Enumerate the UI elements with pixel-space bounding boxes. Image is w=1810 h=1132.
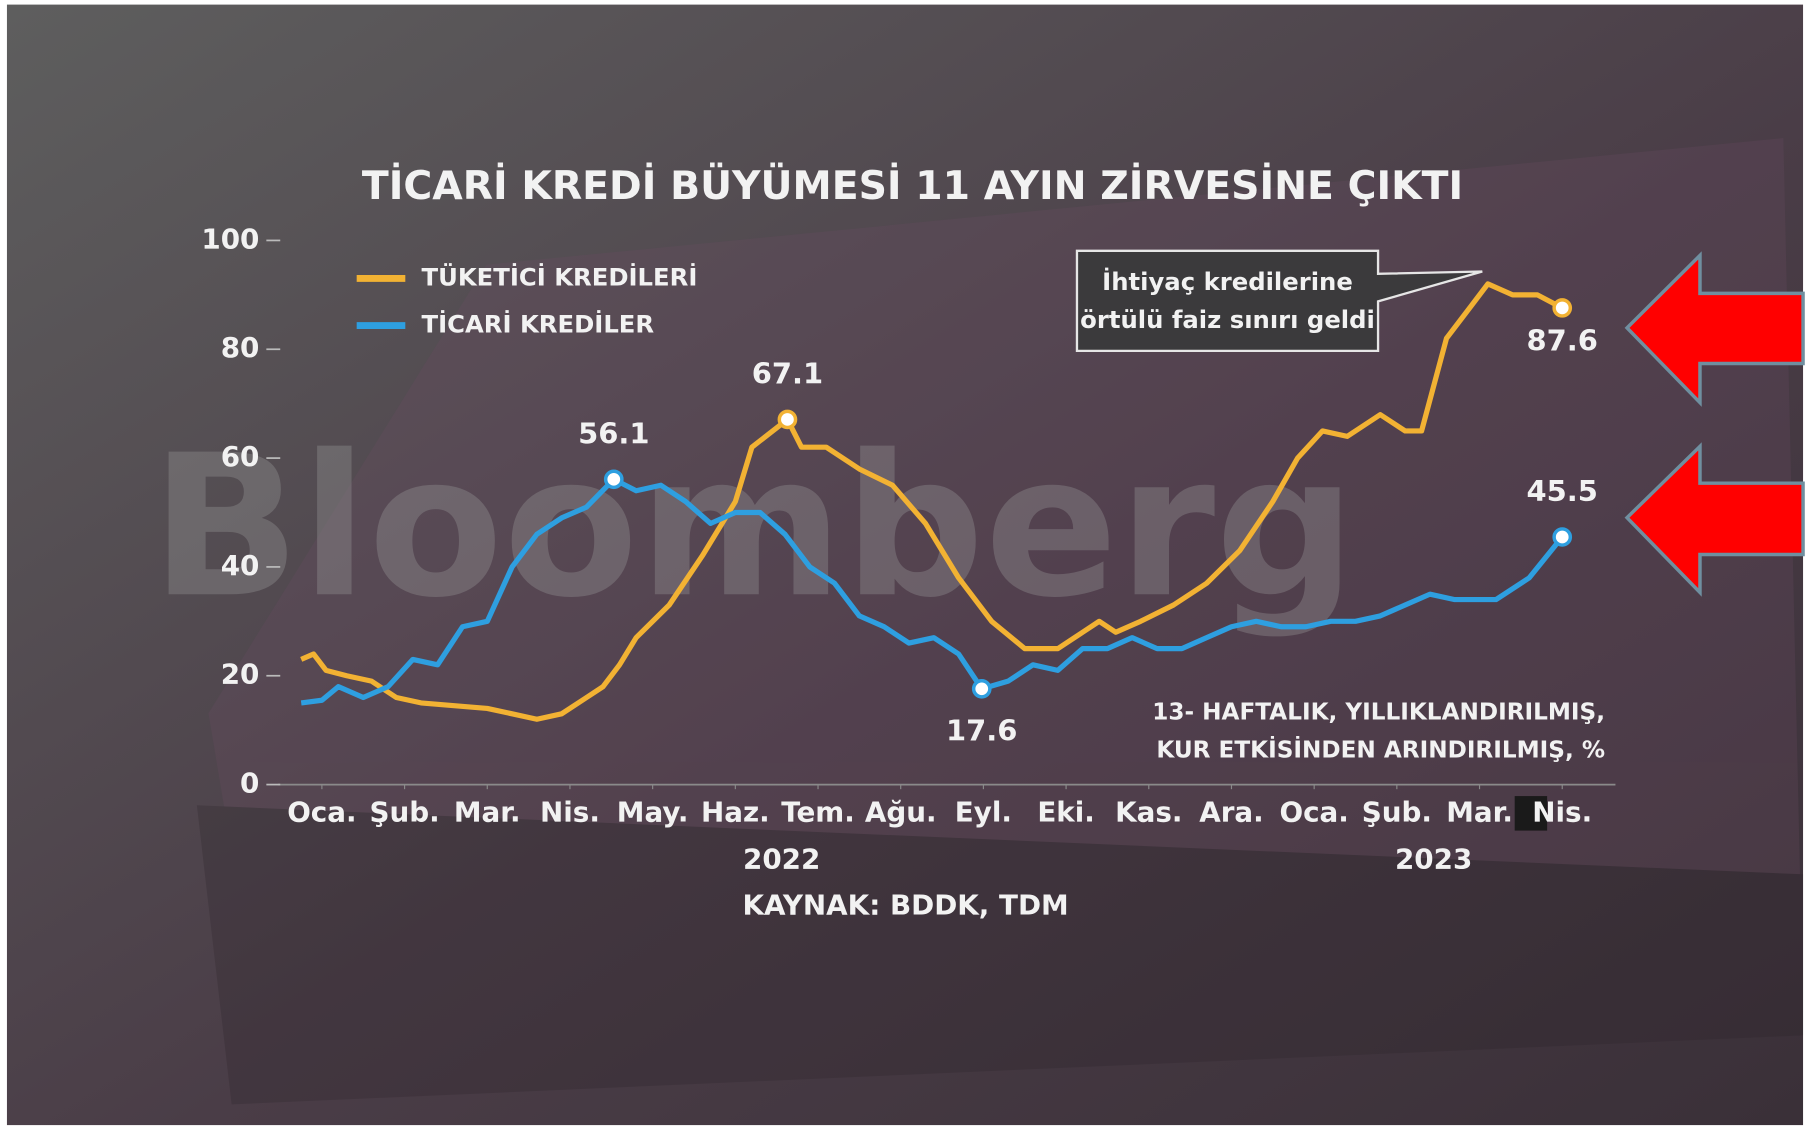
red-arrow: [1624, 251, 1805, 407]
x-tick-label: Oca.: [1279, 795, 1348, 828]
series-line: [300, 476, 1565, 706]
subtitle: 13- HAFTALIK, YILLIKLANDIRILMIŞ,: [1152, 700, 1605, 726]
x-tick-label: Eyl.: [955, 795, 1012, 828]
x-tick-label: Nis.: [1532, 795, 1592, 828]
background: [6, 4, 1804, 1126]
x-tick-label: Mar.: [454, 795, 521, 828]
y-tick-label: 20: [221, 658, 260, 691]
red-arrow: [1624, 442, 1805, 597]
x-tick-label: Eki.: [1037, 795, 1095, 828]
callout-text: örtülü faiz sınırı geldi: [1080, 306, 1375, 334]
data-label: 87.6: [1527, 323, 1598, 357]
source: KAYNAK: BDDK, TDM: [742, 889, 1068, 922]
year-label: 2022: [743, 843, 820, 876]
x-tick-label: Ağu.: [865, 795, 937, 828]
data-label: 67.1: [752, 357, 823, 391]
y-tick-label: 40: [221, 549, 260, 582]
x-tick-label: Kas.: [1115, 795, 1182, 828]
data-label: 45.5: [1527, 474, 1598, 508]
banknote-stack: [196, 138, 1804, 1105]
x-tick-label: Oca.: [287, 795, 356, 828]
callout-box: [1075, 249, 1483, 353]
year-label: 2023: [1395, 843, 1472, 876]
chart-title: TİCARİ KREDİ BÜYÜMESİ 11 AYIN ZİRVESİNE …: [362, 162, 1463, 209]
highlight-point: [1552, 298, 1573, 318]
x-tick-label: Mar.: [1446, 795, 1513, 828]
legend-label: TÜKETİCİ KREDİLERİ: [422, 261, 698, 291]
highlight-point: [777, 409, 798, 430]
x-tick-label: Şub.: [369, 795, 439, 828]
highlight-point: [971, 679, 992, 699]
data-label: 56.1: [578, 417, 649, 451]
redaction-box: [1514, 796, 1548, 831]
y-tick-label: 100: [201, 222, 259, 255]
x-tick-label: Tem.: [781, 795, 855, 828]
legend-label: TİCARİ KREDİLER: [422, 309, 655, 339]
data-label: 17.6: [946, 714, 1017, 748]
callout-text: İhtiyaç kredilerine: [1102, 266, 1353, 296]
watermark: Bloomberg: [151, 414, 1357, 641]
y-tick-label: 0: [240, 767, 259, 800]
x-tick-label: Haz.: [701, 795, 770, 828]
x-tick-label: Şub.: [1362, 795, 1432, 828]
callout: İhtiyaç kredilerine örtülü faiz sınırı g…: [1075, 249, 1483, 353]
highlight-point: [603, 469, 624, 490]
x-tick-label: Ara.: [1199, 795, 1264, 828]
y-tick-label: 60: [221, 440, 260, 473]
series-line: [300, 281, 1564, 722]
highlight-point: [1552, 527, 1573, 547]
x-tick-label: Nis.: [540, 795, 600, 828]
subtitle: KUR ETKİSİNDEN ARINDIRILMIŞ, %: [1156, 736, 1605, 764]
y-tick-label: 80: [221, 331, 260, 364]
x-tick-label: May.: [617, 795, 689, 828]
arrows: [1624, 251, 1805, 597]
